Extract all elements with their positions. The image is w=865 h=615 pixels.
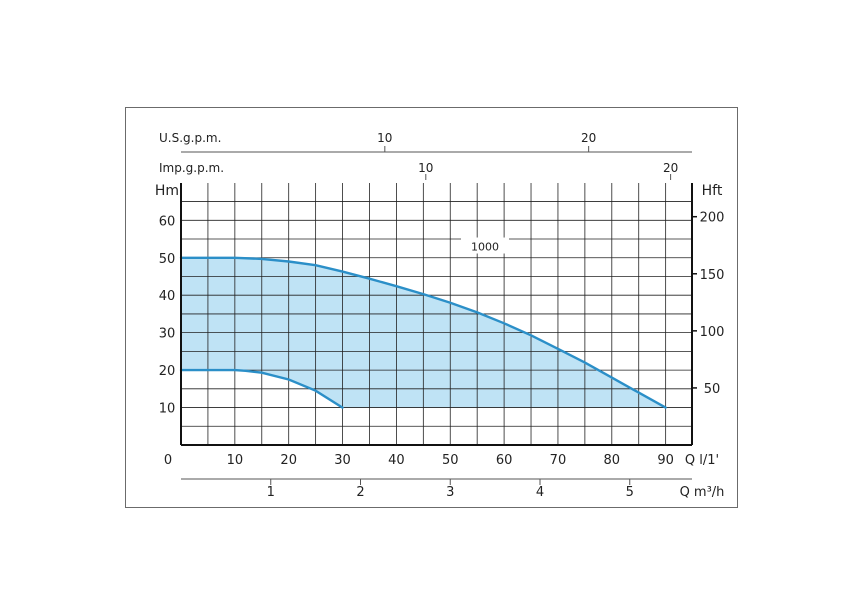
x-tick-label: 0 xyxy=(164,453,172,468)
series-label-1000: 1000 xyxy=(471,241,499,254)
y-right-tick-label: 150 xyxy=(700,268,725,283)
y-right-axis-label: Hft xyxy=(702,183,723,199)
m3h-tick-label: 3 xyxy=(446,485,454,500)
usgpm-tick-label: 20 xyxy=(581,131,596,145)
x-tick-label: 10 xyxy=(227,453,244,468)
y-left-tick-label: 10 xyxy=(159,402,176,417)
y-left-tick-label: 60 xyxy=(159,214,176,229)
y-right-tick-label: 100 xyxy=(700,325,725,340)
y-right-tick-label: 50 xyxy=(704,382,721,397)
y-left-axis-label: Hm xyxy=(155,183,179,199)
impgpm-tick-label: 10 xyxy=(418,161,433,175)
y-right-tick-label: 200 xyxy=(700,211,725,226)
y-left-tick-label: 40 xyxy=(159,289,176,304)
x-tick-label: 40 xyxy=(388,453,405,468)
pump-curve-chart: 1000 Hm 10 20 30 40 50 60 Hft 50 100 150 200 0 10 20 30 4… xyxy=(125,107,738,508)
m3h-tick-label: 4 xyxy=(536,485,544,500)
y-left-tick-label: 50 xyxy=(159,252,176,267)
curve-line-2 xyxy=(179,368,344,409)
x-tick-label: 30 xyxy=(334,453,351,468)
y-left-tick-label: 20 xyxy=(159,364,176,379)
x-tick-label: 80 xyxy=(604,453,621,468)
x-tick-label: 60 xyxy=(496,453,513,468)
x-tick-label: 20 xyxy=(280,453,297,468)
impgpm-tick-label: 20 xyxy=(663,161,678,175)
impgpm-axis-label: Imp.g.p.m. xyxy=(159,161,224,175)
x-axis-label: Q l/1' xyxy=(685,453,719,468)
series-label-bg xyxy=(461,237,509,254)
curve-line-1 xyxy=(179,256,667,409)
x-tick-label: 70 xyxy=(550,453,567,468)
m3h-tick-label: 2 xyxy=(356,485,364,500)
usgpm-tick-label: 10 xyxy=(377,131,392,145)
m3h-axis-label: Q m³/h xyxy=(680,485,725,500)
m3h-tick-label: 5 xyxy=(626,485,634,500)
m3h-tick-label: 1 xyxy=(267,485,275,500)
x-tick-label: 90 xyxy=(657,453,674,468)
x-tick-label: 50 xyxy=(442,453,459,468)
usgpm-axis-label: U.S.g.p.m. xyxy=(159,131,221,145)
y-left-tick-label: 30 xyxy=(159,327,176,342)
